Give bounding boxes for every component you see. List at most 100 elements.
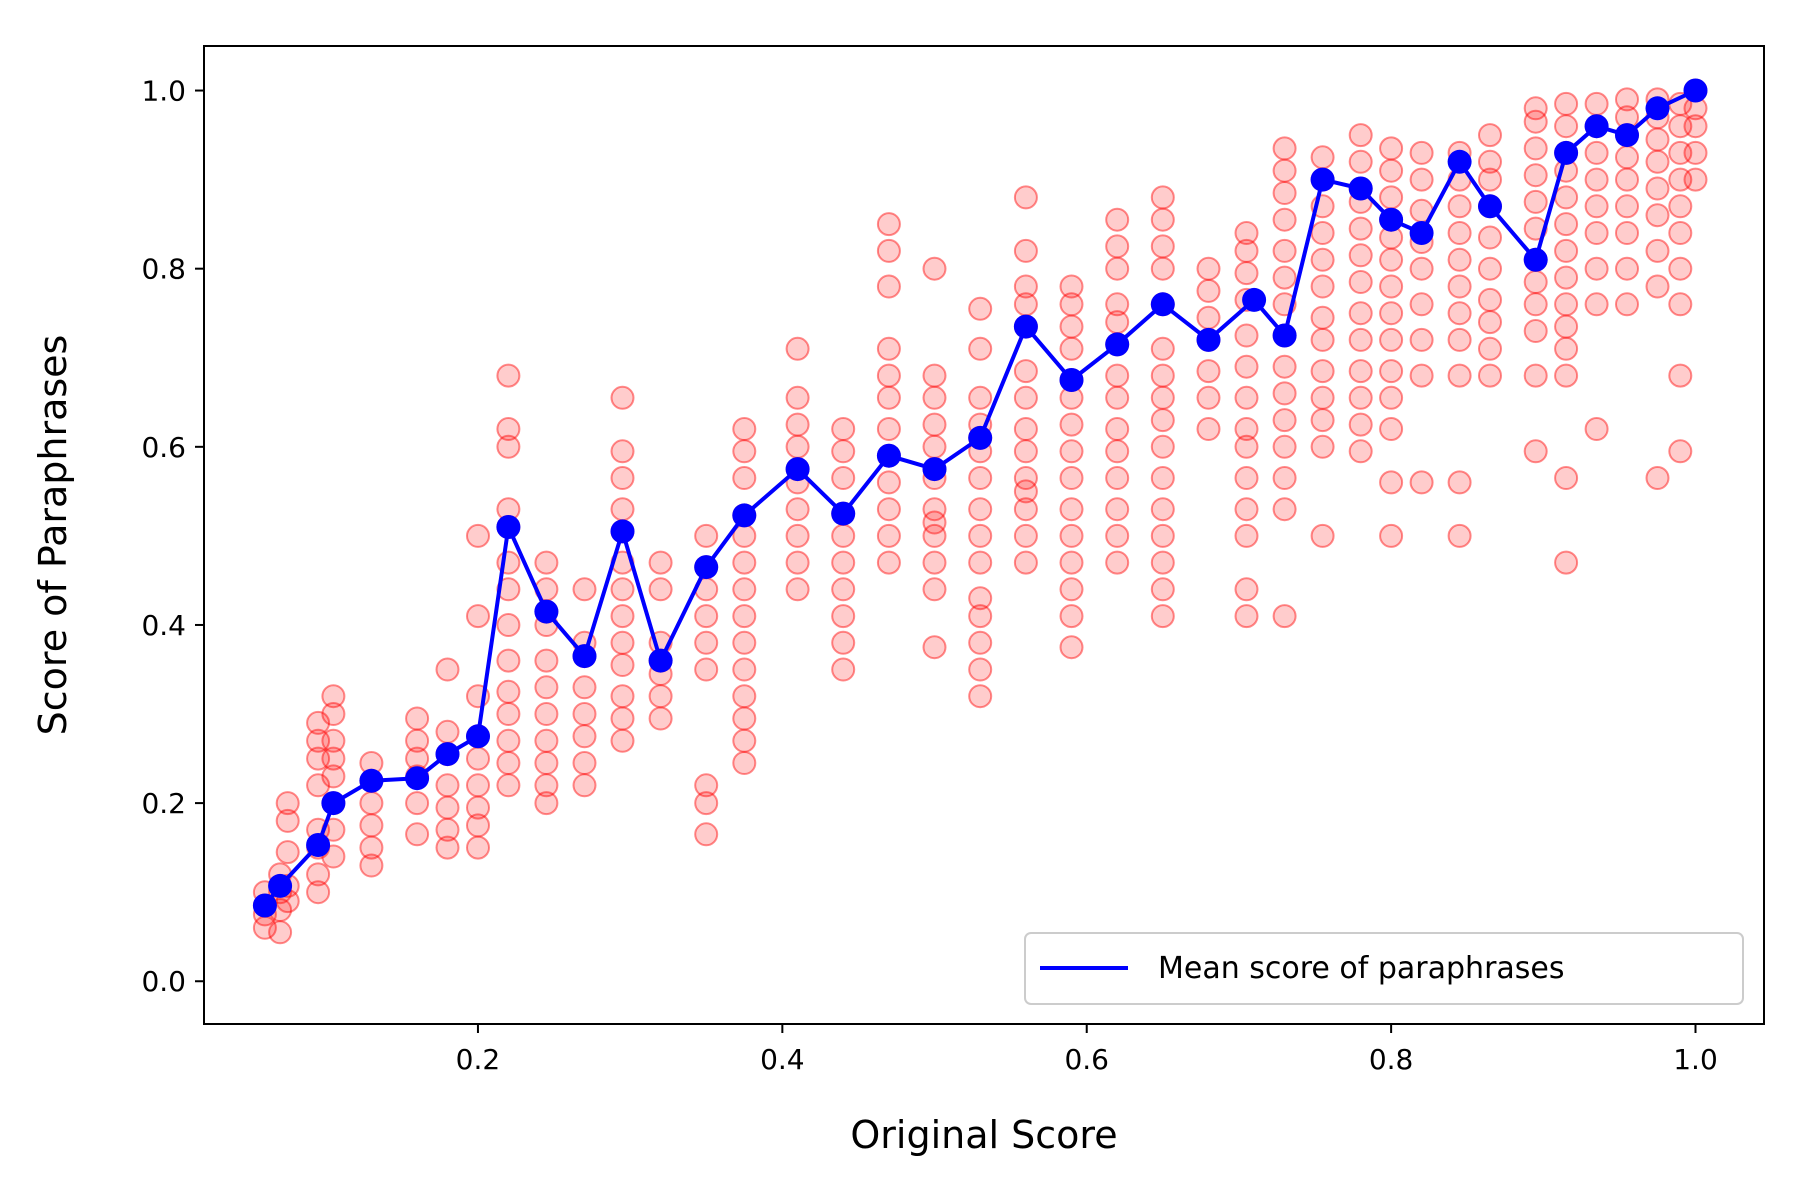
scatter-point <box>306 728 331 753</box>
x-tick-label: 0.2 <box>456 1043 501 1076</box>
scatter-point <box>922 577 947 602</box>
mean-marker <box>321 791 346 816</box>
scatter-point <box>1150 497 1175 522</box>
scatter-point <box>306 862 331 887</box>
scatter-point <box>496 417 521 441</box>
scatter-point <box>1196 417 1221 441</box>
scatter-point <box>876 336 901 361</box>
scatter-point <box>1013 497 1038 522</box>
mean-marker <box>1409 221 1434 245</box>
scatter-point <box>648 577 673 602</box>
scatter-point <box>496 751 521 775</box>
legend-box <box>1024 932 1744 1005</box>
scatter-point <box>1554 212 1579 237</box>
scatter-point <box>1150 604 1175 629</box>
scatter-point <box>968 586 993 611</box>
scatter-point <box>1234 434 1259 459</box>
scatter-point <box>1379 470 1404 495</box>
mean-marker <box>1379 207 1404 232</box>
scatter-point <box>1409 363 1434 388</box>
scatter-point <box>435 817 460 842</box>
scatter-point <box>306 880 331 905</box>
scatter-point <box>1105 363 1130 388</box>
scatter-point <box>1554 185 1579 210</box>
scatter-point <box>572 751 597 775</box>
scatter-point <box>359 813 384 838</box>
scatter-point <box>732 751 757 775</box>
scatter-point <box>1150 550 1175 575</box>
scatter-point <box>1105 550 1130 575</box>
scatter-point <box>1409 140 1434 165</box>
scatter-point <box>534 550 559 575</box>
scatter-point <box>968 630 993 655</box>
scatter-point <box>1523 163 1548 188</box>
scatter-point <box>1272 158 1297 183</box>
scatter-point <box>1150 466 1175 490</box>
scatter-point <box>1683 114 1708 139</box>
scatter-point <box>1554 550 1579 575</box>
scatter-point <box>922 523 947 548</box>
scatter-point <box>1234 354 1259 379</box>
scatter-point <box>922 256 947 281</box>
scatter-point <box>1059 274 1084 299</box>
scatter-point <box>1150 256 1175 281</box>
scatter-point <box>1409 292 1434 317</box>
scatter-point <box>1447 247 1472 272</box>
scatter-point <box>435 835 460 860</box>
scatter-point <box>732 466 757 490</box>
scatter-point <box>831 630 856 655</box>
scatter-point <box>1668 114 1693 139</box>
scatter-point <box>1447 194 1472 219</box>
scatter-point <box>1447 221 1472 245</box>
scatter-point <box>785 550 810 575</box>
scatter-point <box>466 773 490 798</box>
mean-marker <box>610 519 635 544</box>
scatter-point <box>1310 305 1335 330</box>
scatter-point <box>321 764 346 789</box>
mean-marker <box>732 503 757 528</box>
scatter-point <box>1379 247 1404 272</box>
scatter-point <box>435 657 460 682</box>
scatter-point <box>876 274 901 299</box>
scatter-point <box>466 604 490 629</box>
scatter-point <box>1272 354 1297 379</box>
mean-marker <box>1348 176 1373 201</box>
scatter-point <box>1059 523 1084 548</box>
legend: Mean score of paraphrases <box>1024 932 1744 1005</box>
scatter-point <box>1272 604 1297 629</box>
scatter-point <box>876 497 901 522</box>
scatter-point <box>1348 123 1373 148</box>
scatter-point <box>1409 167 1434 192</box>
scatter-point <box>1310 327 1335 352</box>
scatter-point <box>1379 359 1404 384</box>
scatter-point <box>1234 385 1259 410</box>
scatter-point <box>1379 274 1404 299</box>
scatter-point <box>435 773 460 798</box>
mean-marker <box>252 893 277 918</box>
scatter-point <box>1379 301 1404 326</box>
scatter-point <box>922 550 947 575</box>
scatter-point <box>1196 359 1221 384</box>
y-tick-label: 0.4 <box>141 609 186 642</box>
mean-marker <box>1272 323 1297 348</box>
scatter-point <box>785 523 810 548</box>
mean-marker <box>1523 247 1548 272</box>
scatter-point <box>1478 363 1502 388</box>
scatter-point <box>1615 145 1639 170</box>
scatter-point <box>1584 417 1609 441</box>
scatter-point <box>1615 194 1639 219</box>
scatter-point <box>922 363 947 388</box>
mean-marker <box>1615 123 1639 148</box>
scatter-point <box>572 675 597 700</box>
scatter-point <box>694 791 719 816</box>
scatter-point <box>1310 385 1335 410</box>
mean-marker <box>1478 194 1502 219</box>
scatter-point <box>831 577 856 602</box>
scatter-point <box>1150 434 1175 459</box>
scatter-point <box>1310 274 1335 299</box>
scatter-point <box>732 577 757 602</box>
scatter-point <box>435 795 460 820</box>
scatter-point <box>785 434 810 459</box>
scatter-point <box>1554 91 1579 116</box>
scatter-point <box>785 336 810 361</box>
